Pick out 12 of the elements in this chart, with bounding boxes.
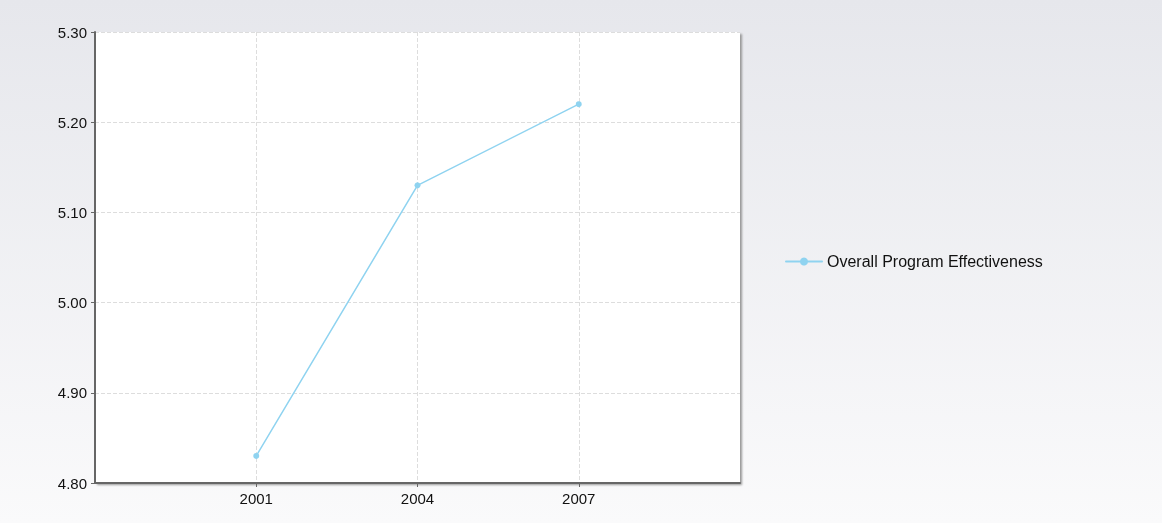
y-tick-label: 5.00: [57, 294, 87, 312]
y-tick-label: 4.80: [57, 474, 87, 492]
x-tick-label: 2004: [400, 490, 435, 507]
y-tick-label: 5.10: [57, 203, 87, 221]
x-tick-label: 2007: [562, 490, 596, 507]
y-tick-label: 4.90: [57, 384, 87, 402]
x-tick-label: 2001: [239, 490, 273, 507]
point: [253, 452, 260, 459]
legend-label: Overall Program Effectiveness: [827, 253, 1043, 270]
y-tick-label: 5.20: [57, 113, 87, 131]
point: [575, 101, 582, 108]
y-tick-label: 5.30: [57, 23, 87, 41]
